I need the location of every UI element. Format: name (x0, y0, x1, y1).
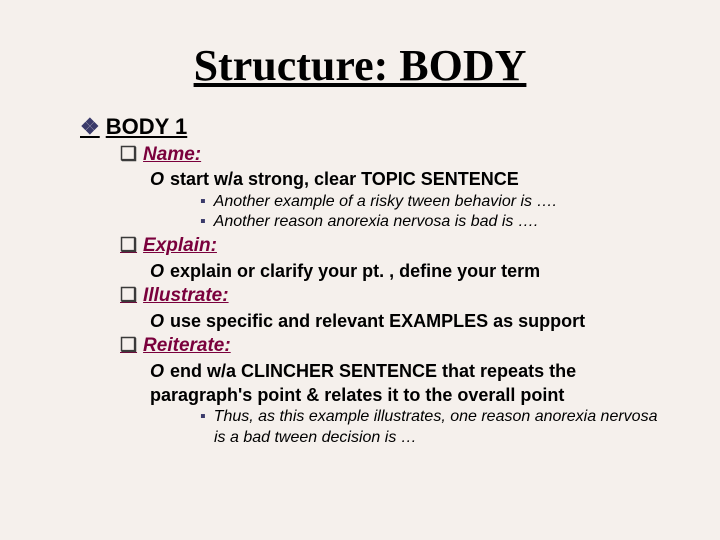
item-illustrate-label: ❑ Illustrate: (120, 283, 670, 309)
square-bullet-icon: ❑ (120, 235, 137, 256)
item-name-label: ❑ Name: (120, 142, 670, 168)
slide-container: Structure: BODY ❖BODY 1 ❑ Name: Ostart w/… (0, 0, 720, 540)
item-illustrate-text: Illustrate: (143, 285, 229, 306)
item-name-ex2: ▪ Another reason anorexia nervosa is bad … (200, 212, 670, 233)
item-explain-desc-text: explain or clarify your pt. , define you… (170, 261, 540, 281)
small-square-bullet-icon: ▪ (200, 193, 206, 210)
body1-heading: ❖BODY 1 (80, 113, 670, 142)
item-name-ex2-text: Another reason anorexia nervosa is bad i… (214, 213, 539, 230)
item-name-text: Name: (143, 144, 201, 165)
square-bullet-icon: ❑ (120, 335, 137, 356)
item-explain-desc: Oexplain or clarify your pt. , define yo… (150, 259, 670, 283)
item-reiterate-label: ❑ Reiterate: (120, 333, 670, 359)
item-reiterate-ex1: ▪ Thus, as this example illustrates, one … (200, 407, 670, 449)
item-name-desc-text: start w/a strong, clear TOPIC SENTENCE (170, 169, 519, 189)
item-illustrate-desc-text: use specific and relevant EXAMPLES as su… (170, 311, 585, 331)
item-reiterate-desc-text: end w/a CLINCHER SENTENCE that repeats t… (150, 361, 576, 405)
square-bullet-icon: ❑ (120, 144, 137, 165)
slide-title: Structure: BODY (50, 40, 670, 91)
item-explain-text: Explain: (143, 235, 217, 256)
item-name-desc: Ostart w/a strong, clear TOPIC SENTENCE (150, 167, 670, 191)
item-reiterate-ex1-text: Thus, as this example illustrates, one r… (214, 408, 658, 446)
o-bullet-icon: O (150, 261, 164, 281)
item-reiterate-text: Reiterate: (143, 335, 231, 356)
item-explain-label: ❑ Explain: (120, 233, 670, 259)
o-bullet-icon: O (150, 361, 164, 381)
square-bullet-icon: ❑ (120, 285, 137, 306)
item-illustrate-desc: Ouse specific and relevant EXAMPLES as s… (150, 309, 670, 333)
body1-heading-text: BODY 1 (106, 114, 188, 139)
small-square-bullet-icon: ▪ (200, 213, 206, 230)
small-square-bullet-icon: ▪ (200, 408, 206, 425)
item-name-ex1-text: Another example of a risky tween behavio… (214, 193, 557, 210)
o-bullet-icon: O (150, 311, 164, 331)
item-reiterate-desc: Oend w/a CLINCHER SENTENCE that repeats … (150, 359, 670, 408)
item-name-ex1: ▪ Another example of a risky tween behavi… (200, 192, 670, 213)
diamond-bullet-icon: ❖ (80, 114, 100, 139)
o-bullet-icon: O (150, 169, 164, 189)
